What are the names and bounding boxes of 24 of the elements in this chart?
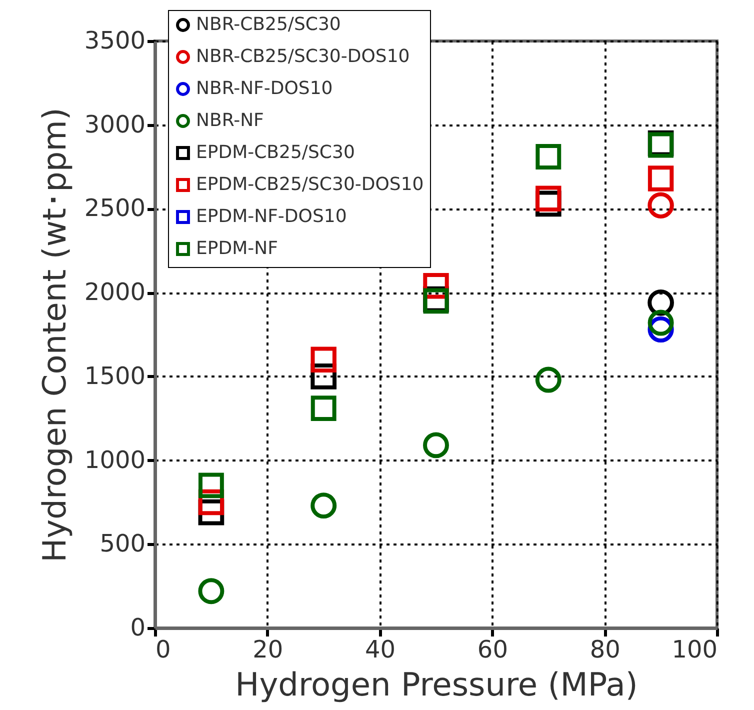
y-tick-label: 1000: [84, 446, 146, 474]
legend-label: NBR-CB25/SC30: [196, 14, 341, 35]
y-tick-label: 3000: [84, 110, 146, 138]
legend-label: NBR-NF: [196, 110, 264, 131]
x-tick-label: 20: [252, 636, 284, 664]
legend-label: EPDM-NF: [196, 238, 278, 259]
x-tick-label: 80: [590, 636, 620, 664]
x-tick-label: 0: [156, 636, 171, 664]
x-tick-label: 40: [365, 636, 396, 664]
x-tick-label: 60: [477, 636, 508, 664]
legend-label: NBR-CB25/SC30-DOS10: [196, 46, 410, 67]
y-tick-label: 3500: [84, 26, 146, 54]
legend-label: EPDM-CB25/SC30: [196, 142, 355, 163]
y-axis-title: Hydrogen Content (wt･ppm): [35, 108, 74, 562]
y-tick-label: 1500: [84, 362, 146, 390]
x-axis-title: Hydrogen Pressure (MPa): [235, 666, 638, 704]
legend-label: EPDM-CB25/SC30-DOS10: [196, 174, 424, 195]
y-tick-label: 0: [130, 614, 146, 642]
y-tick-label: 500: [100, 530, 146, 558]
y-tick-label: 2000: [84, 278, 146, 306]
legend-label: NBR-NF-DOS10: [196, 78, 333, 99]
legend-label: EPDM-NF-DOS10: [196, 206, 347, 227]
y-tick-label: 2500: [84, 194, 146, 222]
x-tick-label: 100: [672, 636, 718, 664]
